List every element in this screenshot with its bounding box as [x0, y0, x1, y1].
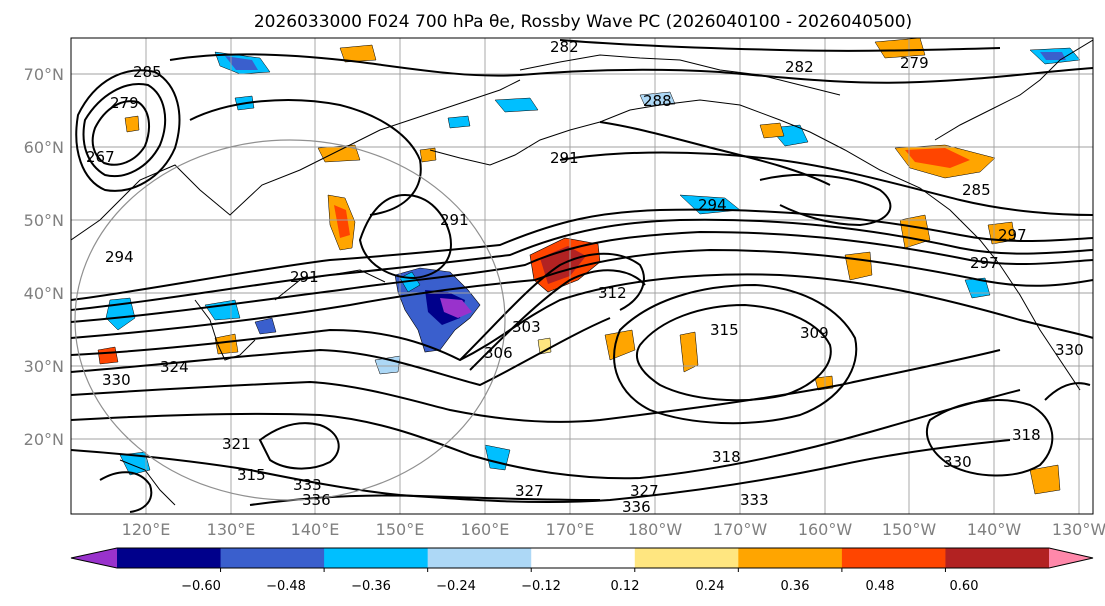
- colorbar-segment: [324, 548, 429, 568]
- contour-label: 330: [102, 371, 131, 389]
- colorbar-tick-label: 0.36: [781, 579, 810, 594]
- contour-label: 285: [962, 181, 991, 199]
- colorbar-segment: [531, 548, 636, 568]
- lat-label: 70°N: [24, 65, 64, 84]
- colorbar-tick-label: −0.12: [521, 579, 561, 594]
- contour-label: 282: [550, 38, 579, 56]
- lon-label: 140°W: [967, 520, 1022, 539]
- contour-label: 324: [160, 358, 189, 376]
- contour-label: 288: [643, 92, 672, 110]
- colorbar-tick-label: −0.60: [181, 579, 221, 594]
- contour-label: 321: [222, 435, 251, 453]
- contour-label: 318: [1012, 426, 1041, 444]
- colorbar-tick-label: 0.24: [696, 579, 725, 594]
- great-circle: [74, 139, 506, 501]
- colorbar-extend-low: [71, 548, 117, 568]
- colorbar-tick-label: 0.12: [611, 579, 640, 594]
- lon-label: 170°E: [546, 520, 595, 539]
- negative-anomaly-shading: [105, 47, 1081, 476]
- contour-label: 303: [512, 318, 541, 336]
- contour-label: 306: [484, 344, 513, 362]
- map-frame: [70, 37, 1094, 515]
- coastlines: [71, 39, 1093, 506]
- longitude-labels: 120°E 130°E 140°E 150°E 160°E 170°E 180°…: [122, 520, 1105, 539]
- colorbar-segment: [220, 548, 325, 568]
- contour-label: 294: [698, 196, 727, 214]
- contour-label: 318: [712, 448, 741, 466]
- contour-label: 336: [302, 491, 331, 509]
- colorbar-extend-high: [1049, 548, 1093, 568]
- contour-label: 315: [710, 321, 739, 339]
- lon-label: 130°W: [1052, 520, 1105, 539]
- contour-label: 330: [943, 453, 972, 471]
- colorbar-ticks: −0.60 −0.48 −0.36 −0.24 −0.12 0.12 0.24 …: [181, 579, 978, 594]
- graticule: [71, 38, 1093, 514]
- lon-label: 120°E: [122, 520, 171, 539]
- colorbar-tick-label: −0.48: [266, 579, 306, 594]
- latitude-labels: 70°N 60°N 50°N 40°N 30°N 20°N: [24, 65, 64, 449]
- colorbar-tick-label: −0.36: [351, 579, 391, 594]
- colorbar-segment: [841, 548, 946, 568]
- colorbar-segment: [738, 548, 843, 568]
- contour-label: 285: [133, 63, 162, 81]
- colorbar-segment: [634, 548, 739, 568]
- contour-label: 297: [970, 254, 999, 272]
- contour-label: 282: [785, 58, 814, 76]
- lon-label: 150°E: [376, 520, 425, 539]
- contour-label: 327: [630, 482, 659, 500]
- map-panel: [71, 38, 1093, 514]
- colorbar-outline: [70, 547, 1094, 569]
- contour-label: 309: [800, 324, 829, 342]
- lon-label: 150°W: [882, 520, 937, 539]
- contour-label: 333: [740, 491, 769, 509]
- contour-label: 291: [290, 268, 319, 286]
- contour-label: 291: [550, 149, 579, 167]
- colorbar-tick-label: −0.24: [436, 579, 476, 594]
- lat-label: 30°N: [24, 357, 64, 376]
- contour-label: 333: [293, 476, 322, 494]
- colorbar-segment: [427, 548, 532, 568]
- lat-label: 60°N: [24, 138, 64, 157]
- colorbar: [70, 547, 1094, 572]
- lon-label: 180°W: [628, 520, 683, 539]
- contour-label: 297: [998, 226, 1027, 244]
- contour-label: 327: [515, 482, 544, 500]
- lon-label: 130°E: [207, 520, 256, 539]
- contour-label: 312: [598, 284, 627, 302]
- contour-label: 291: [440, 211, 469, 229]
- lat-label: 50°N: [24, 211, 64, 230]
- lon-label: 140°E: [291, 520, 340, 539]
- lat-label: 40°N: [24, 284, 64, 303]
- lon-label: 170°W: [713, 520, 768, 539]
- colorbar-tick-label: 0.60: [950, 579, 979, 594]
- contour-label: 330: [1055, 341, 1084, 359]
- colorbar-tick-label: 0.48: [866, 579, 895, 594]
- colorbar-segment: [117, 548, 222, 568]
- contour-label: 279: [900, 54, 929, 72]
- contour-label: 336: [622, 498, 651, 516]
- contour-label: 267: [86, 148, 115, 166]
- map-title: 2026033000 F024 700 hPa θe, Rossby Wave …: [254, 12, 912, 32]
- contour-label: 294: [105, 248, 134, 266]
- lat-label: 20°N: [24, 430, 64, 449]
- contour-labels: 285 267 294 291 291 282 282 279 288 291 …: [86, 38, 1084, 516]
- lon-label: 160°W: [798, 520, 853, 539]
- contour-label: 279: [110, 94, 139, 112]
- contour-label: 315: [237, 466, 266, 484]
- lon-label: 160°E: [461, 520, 510, 539]
- colorbar-segment: [945, 548, 1050, 568]
